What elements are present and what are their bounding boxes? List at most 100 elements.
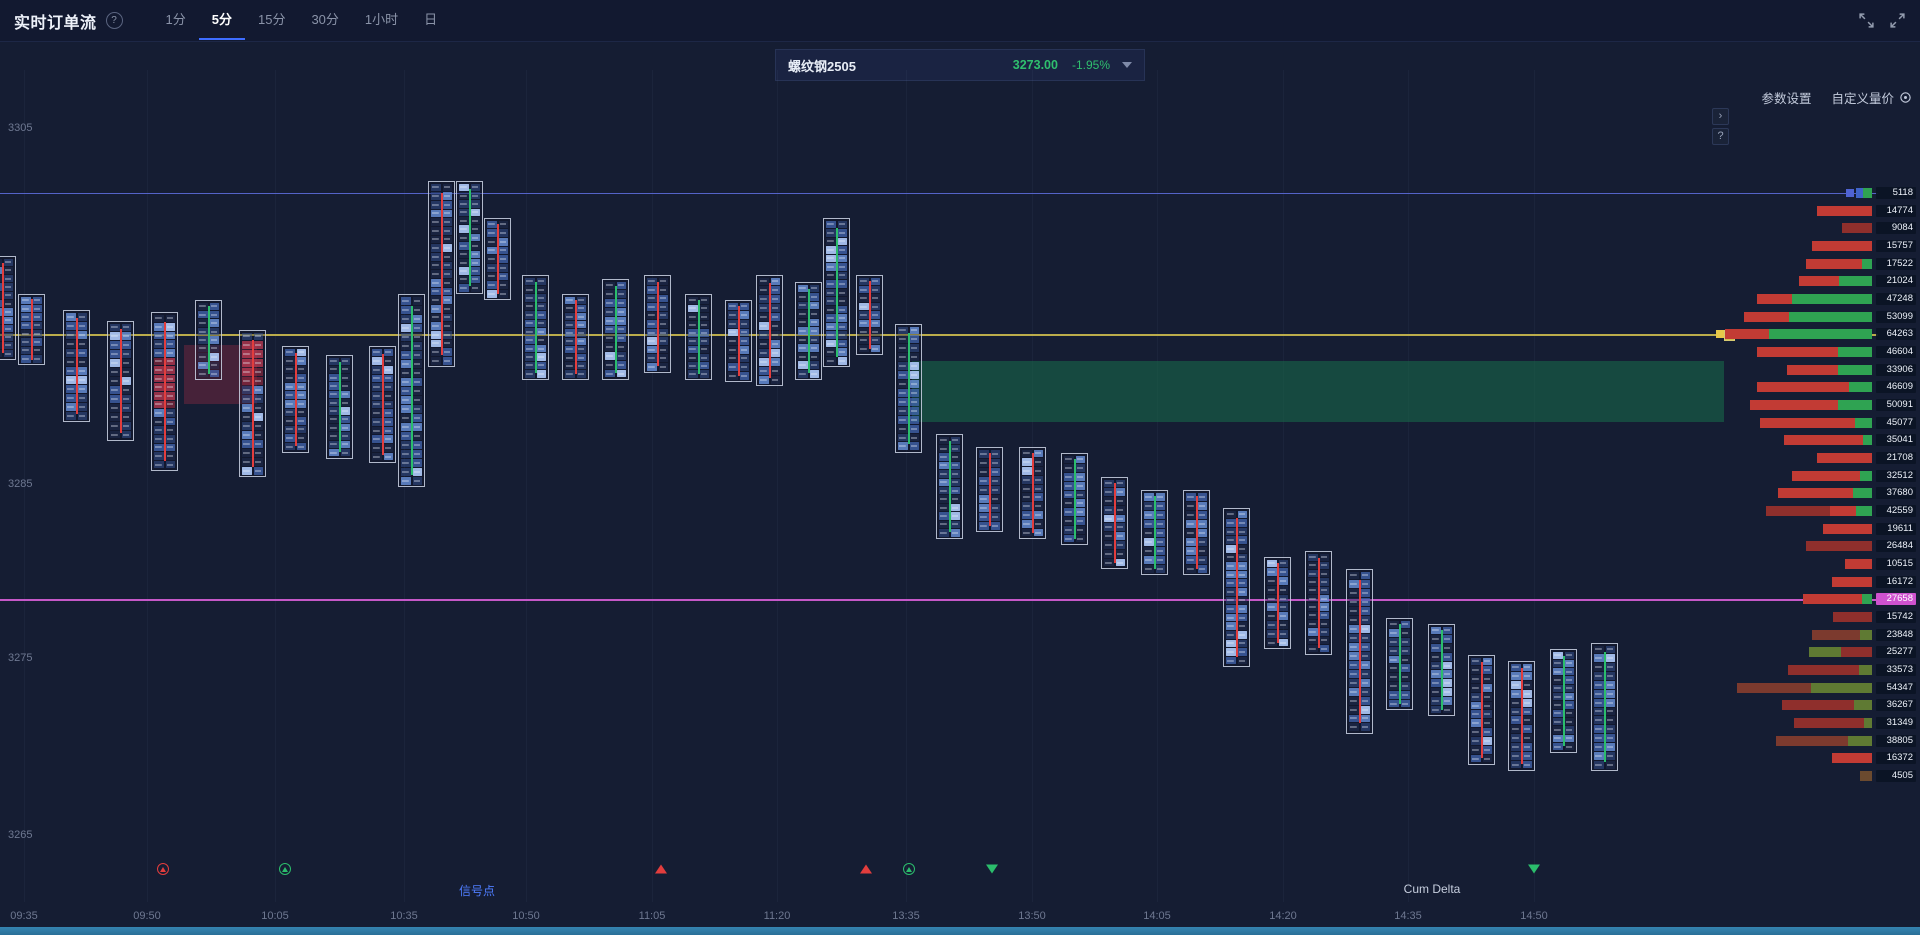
bid-cell <box>431 356 441 365</box>
bid-cell <box>1226 605 1236 613</box>
bid-cell <box>1226 570 1236 579</box>
volume-profile-value: 25277 <box>1876 646 1916 659</box>
candle-row <box>1307 636 1330 645</box>
candle-row <box>1510 716 1533 725</box>
candle-row <box>1266 559 1289 568</box>
candle-row <box>825 237 848 246</box>
tab-1hour[interactable]: 1小时 <box>364 12 399 27</box>
custom-volume-price-link[interactable]: 自定义量价 <box>1831 88 1912 107</box>
candle-row <box>1266 638 1289 647</box>
ask-cell <box>442 356 452 365</box>
ask-cell <box>658 345 668 354</box>
ask-cell <box>1237 639 1247 648</box>
candle-row <box>1307 586 1330 595</box>
bid-cell <box>1471 745 1481 754</box>
ask-cell <box>1155 519 1165 528</box>
candle-row <box>727 337 750 346</box>
candle-row <box>1021 484 1044 493</box>
ask-cell <box>1522 663 1532 672</box>
volume-profile-bar <box>1737 682 1872 693</box>
candle-row <box>1593 751 1616 760</box>
candle-row <box>687 321 710 329</box>
candle-row <box>1552 651 1575 659</box>
footprint-candle <box>369 346 396 463</box>
yellow-line-tag <box>1716 330 1724 339</box>
bid-cell <box>1226 544 1236 553</box>
expand-icon[interactable] <box>1889 12 1906 29</box>
cum-delta-label[interactable]: Cum Delta <box>1403 882 1461 896</box>
bid-cell <box>1186 528 1196 537</box>
bid-cell <box>826 339 836 348</box>
candle-row <box>758 295 781 304</box>
ask-cell <box>536 277 546 285</box>
candle-row <box>1021 519 1044 528</box>
candle-body-down <box>1113 483 1116 563</box>
candle-row <box>1552 701 1575 709</box>
bid-cell <box>647 303 657 311</box>
bid-cell <box>798 318 808 327</box>
volume-profile-value: 10515 <box>1876 558 1916 571</box>
ask-cell <box>1360 669 1370 678</box>
help-icon[interactable]: ? <box>105 12 123 29</box>
candle-row <box>400 332 423 341</box>
bid-cell <box>1553 743 1563 751</box>
ask-cell <box>1075 490 1085 499</box>
candle-row <box>1307 578 1330 586</box>
candle-row <box>328 382 351 390</box>
chart-canvas[interactable]: 螺纹钢2505 3273.00 -1.95% 参数设置 自定义量价 › ? <box>0 42 1920 935</box>
tab-15min[interactable]: 15分 <box>257 12 286 27</box>
panel-next-button[interactable]: › <box>1712 108 1729 125</box>
bid-cell <box>647 328 657 337</box>
candle-row <box>1021 467 1044 476</box>
footprint-candle <box>282 346 309 453</box>
ask-cell <box>1075 508 1085 517</box>
bid-cell <box>826 288 836 297</box>
tab-30min[interactable]: 30分 <box>311 12 339 27</box>
candle-row <box>1388 620 1411 629</box>
volume-profile-value: 4505 <box>1876 770 1916 783</box>
tab-day[interactable]: 日 <box>424 12 438 27</box>
instrument-selector[interactable]: 螺纹钢2505 3273.00 -1.95% <box>775 49 1145 81</box>
ask-cell <box>3 275 13 283</box>
grid-line-vertical <box>1408 70 1409 902</box>
candle-row <box>1510 707 1533 716</box>
volume-profile-bar <box>1806 541 1872 552</box>
bid-cell <box>605 281 615 290</box>
candle-row <box>646 362 669 371</box>
ask-cell <box>1605 742 1615 751</box>
param-settings-link[interactable]: 参数设置 <box>1761 88 1811 107</box>
signal-point-label[interactable]: 信号点 <box>458 884 496 898</box>
volume-profile-row: 38805 <box>0 734 1920 747</box>
bid-cell <box>1389 690 1399 699</box>
candle-row <box>328 399 351 407</box>
candle-row <box>241 448 264 457</box>
grid-line-vertical <box>24 70 25 902</box>
candle-row <box>20 313 43 321</box>
ask-cell <box>1360 660 1370 669</box>
ask-cell <box>296 442 306 451</box>
candle-rows <box>458 183 481 292</box>
bid-cell <box>1022 484 1032 493</box>
bid-cell <box>242 430 252 439</box>
bid-cell <box>285 374 295 382</box>
ask-cell <box>1319 578 1329 586</box>
candle-row <box>1348 705 1371 714</box>
ask-cell <box>383 357 393 365</box>
tab-1min[interactable]: 1分 <box>165 12 186 27</box>
bid-cell <box>647 362 657 371</box>
ask-cell <box>442 261 452 270</box>
horizontal-scrollbar[interactable] <box>0 927 1920 935</box>
ask-cell <box>1482 666 1492 675</box>
bid-cell <box>1471 692 1481 701</box>
candle-row <box>65 384 88 393</box>
ask-cell <box>3 333 13 341</box>
candle-body-up <box>948 441 951 532</box>
panel-help-button[interactable]: ? <box>1712 128 1729 145</box>
tab-5min[interactable]: 5分 <box>198 0 245 40</box>
bid-cell <box>525 277 535 285</box>
candle-row <box>371 444 394 453</box>
bid-cell <box>728 302 738 311</box>
ask-cell <box>412 377 422 386</box>
collapse-icon[interactable] <box>1858 12 1875 29</box>
bid-cell <box>1064 517 1074 525</box>
